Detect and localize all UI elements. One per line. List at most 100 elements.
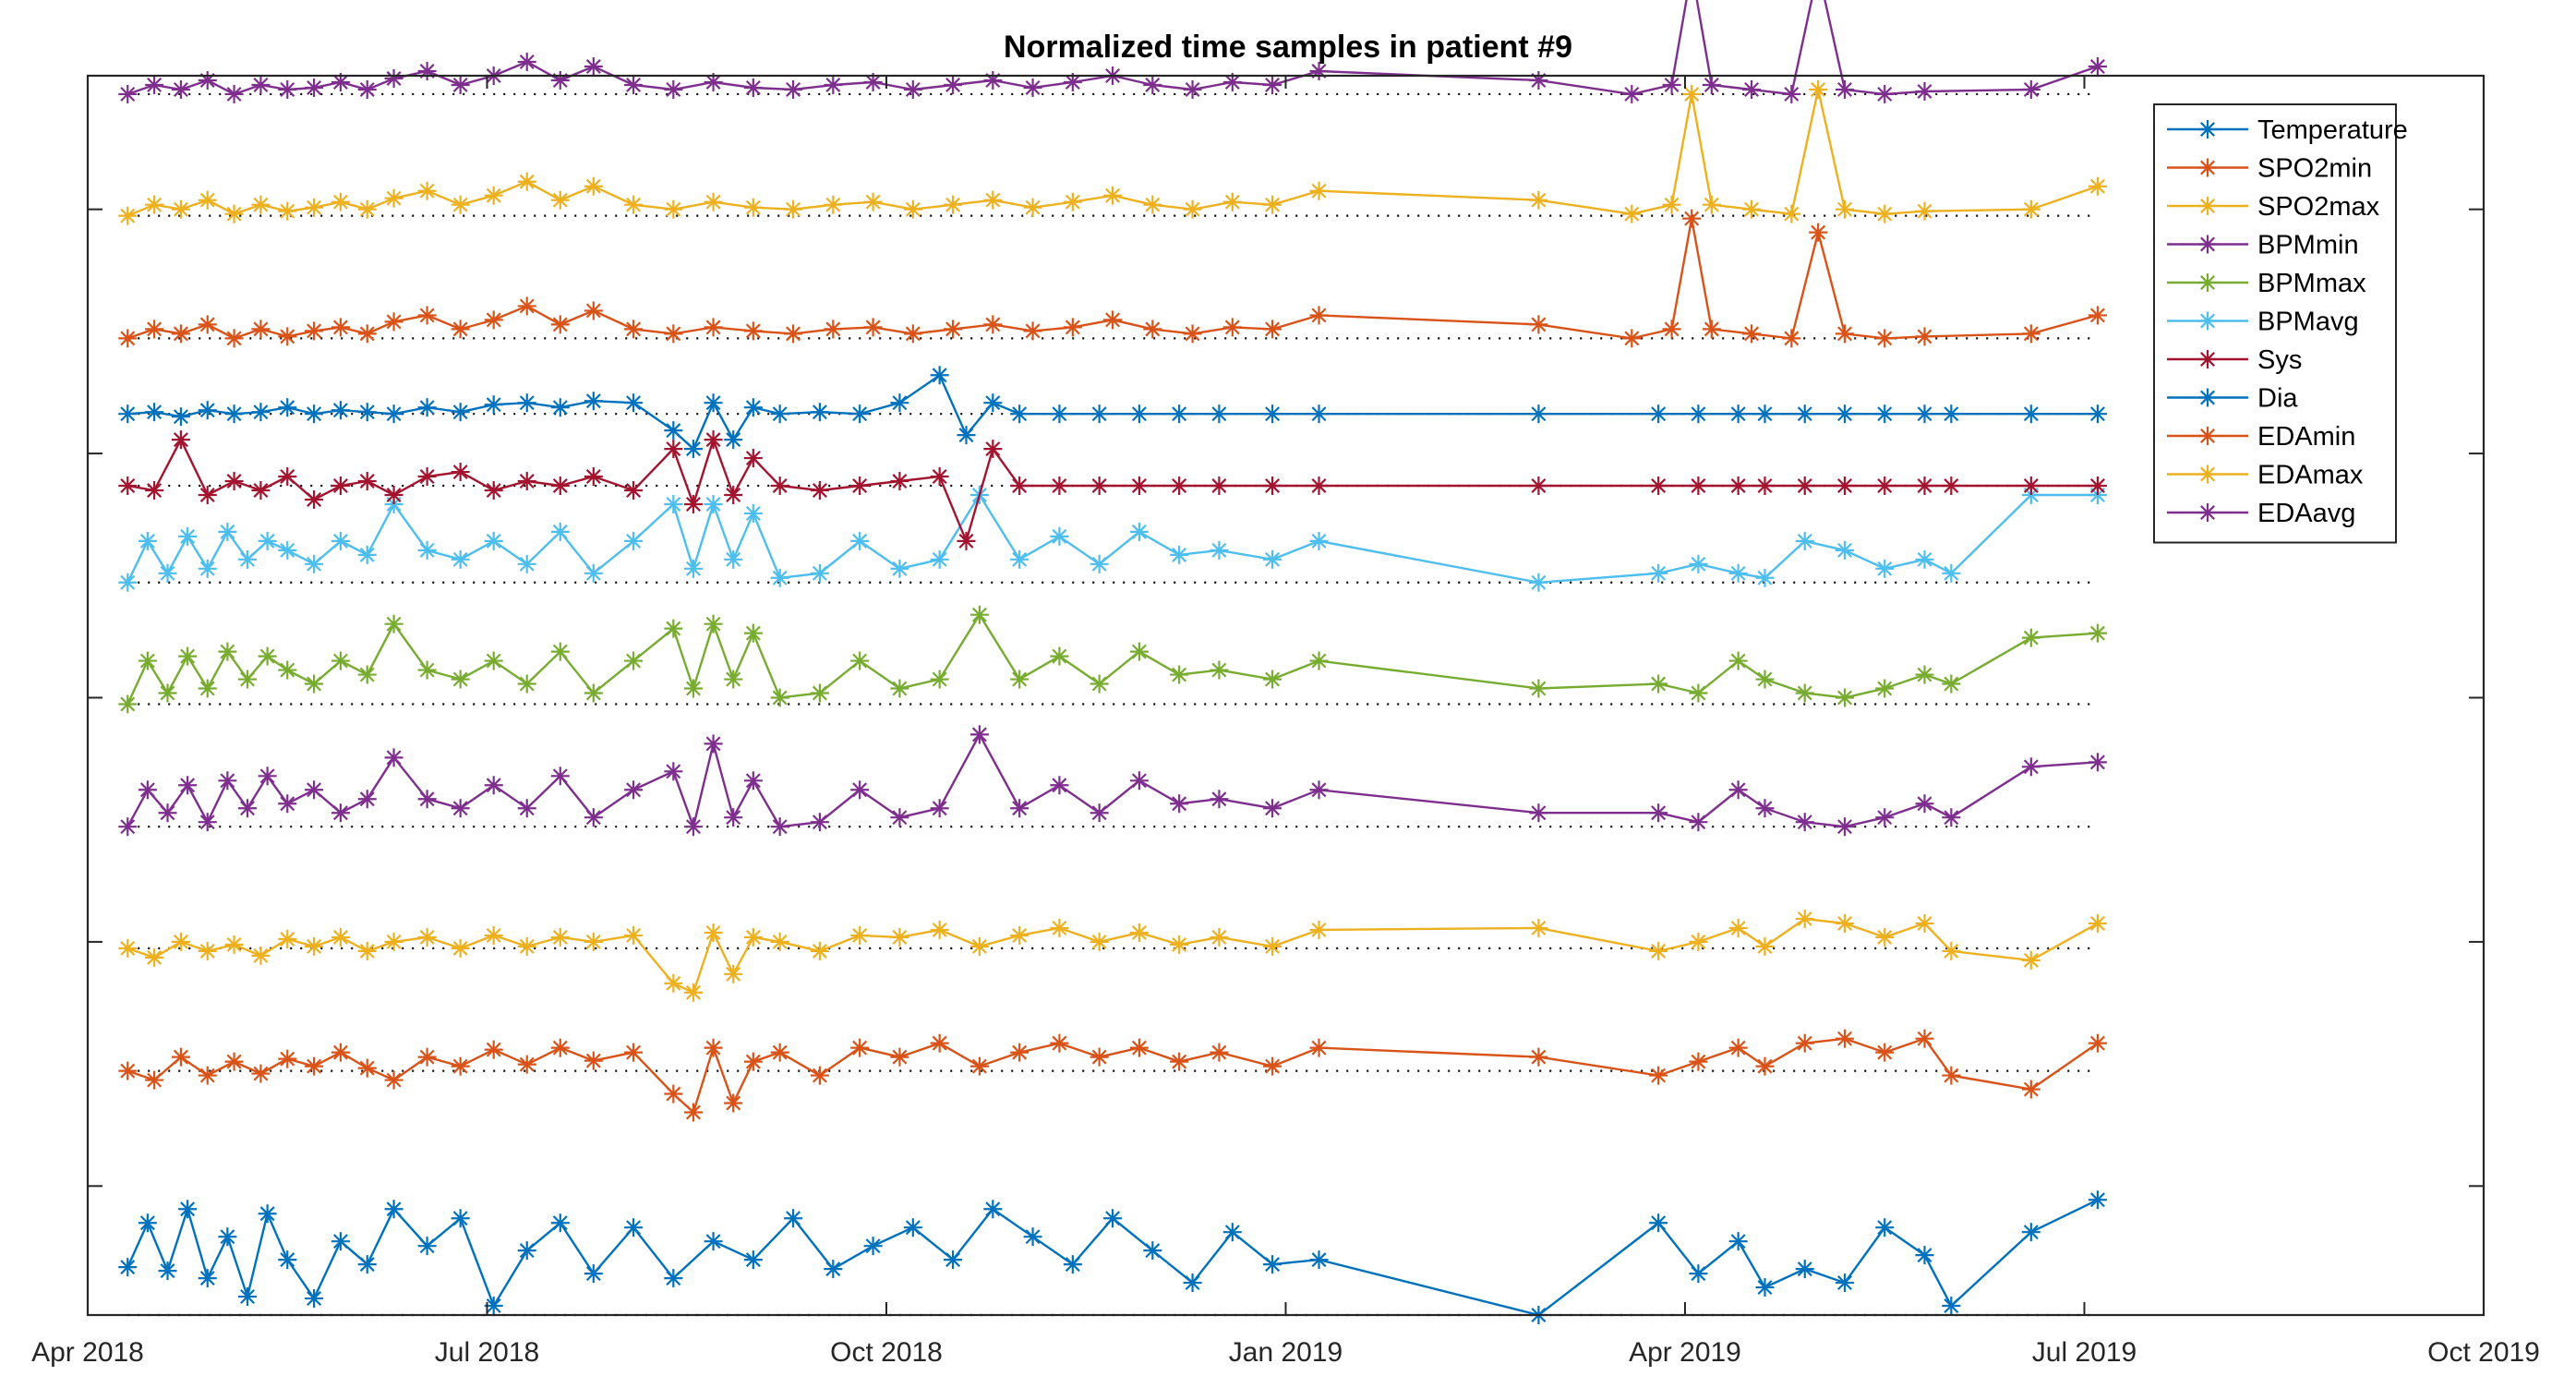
point-bpmavg-41 bbox=[1689, 554, 1708, 573]
point-edaavg-14 bbox=[517, 53, 536, 72]
point-spo2min-42 bbox=[1795, 1033, 1814, 1053]
point-edamin-33 bbox=[1263, 320, 1282, 339]
point-edaavg-44 bbox=[1875, 84, 1895, 103]
point-spo2min-40 bbox=[1728, 1038, 1748, 1057]
point-edaavg-15 bbox=[550, 70, 570, 90]
point-bpmmin-39 bbox=[1529, 803, 1548, 823]
legend-marker-temperature bbox=[2198, 120, 2217, 139]
point-temperature-2 bbox=[158, 1261, 177, 1281]
point-temperature-24 bbox=[824, 1260, 843, 1279]
point-spo2min-7 bbox=[305, 1056, 324, 1076]
point-bpmmax-30 bbox=[969, 605, 989, 624]
point-edaavg-37 bbox=[1662, 75, 1681, 94]
point-bpmmax-44 bbox=[1795, 683, 1814, 703]
point-bpmavg-13 bbox=[417, 540, 437, 560]
point-sys-38 bbox=[1529, 477, 1548, 496]
point-dia-11 bbox=[417, 398, 437, 417]
point-spo2min-31 bbox=[1089, 1047, 1109, 1067]
point-bpmmin-32 bbox=[1050, 776, 1069, 795]
series-sys bbox=[118, 430, 2107, 550]
point-spo2max-3 bbox=[198, 941, 217, 960]
point-edamax-27 bbox=[1023, 198, 1042, 217]
point-dia-1 bbox=[145, 403, 164, 422]
point-edamax-16 bbox=[584, 176, 603, 196]
point-temperature-8 bbox=[278, 1250, 297, 1270]
point-temperature-32 bbox=[1143, 1241, 1162, 1261]
point-temperature-27 bbox=[944, 1250, 963, 1270]
point-bpmmin-0 bbox=[118, 817, 138, 837]
point-edamin-12 bbox=[451, 320, 470, 339]
point-spo2max-13 bbox=[484, 925, 503, 945]
point-edaavg-21 bbox=[784, 79, 803, 99]
point-bpmavg-18 bbox=[584, 563, 603, 583]
point-spo2min-20 bbox=[704, 1038, 723, 1057]
legend-marker-spo2min bbox=[2198, 158, 2217, 177]
legend-marker-edamin bbox=[2198, 427, 2217, 445]
legend-entry-edamax: EDAmax bbox=[2167, 461, 2364, 490]
point-edaavg-24 bbox=[903, 79, 922, 99]
point-spo2min-6 bbox=[278, 1049, 297, 1068]
point-edamin-43 bbox=[1836, 324, 1854, 344]
point-spo2max-28 bbox=[969, 936, 989, 956]
point-spo2min-23 bbox=[770, 1043, 789, 1062]
point-sys-15 bbox=[550, 477, 570, 496]
point-spo2min-35 bbox=[1263, 1056, 1282, 1076]
point-spo2min-12 bbox=[451, 1056, 470, 1076]
point-spo2max-9 bbox=[357, 941, 377, 960]
point-dia-35 bbox=[1210, 404, 1229, 424]
point-bpmmin-47 bbox=[1915, 794, 1934, 814]
point-edamin-7 bbox=[305, 321, 324, 341]
point-edaavg-41 bbox=[1782, 84, 1801, 103]
point-sys-31 bbox=[1050, 477, 1069, 496]
point-edamin-44 bbox=[1875, 329, 1895, 348]
point-dia-0 bbox=[118, 404, 138, 424]
point-edaavg-9 bbox=[357, 79, 377, 99]
point-bpmavg-33 bbox=[1089, 554, 1109, 573]
point-sys-47 bbox=[1942, 477, 1961, 496]
point-bpmmax-42 bbox=[1728, 651, 1748, 670]
point-bpmmax-29 bbox=[930, 670, 949, 689]
point-edamin-10 bbox=[384, 312, 403, 332]
point-spo2max-20 bbox=[704, 923, 723, 942]
series-spo2min bbox=[118, 1029, 2107, 1122]
point-edamax-1 bbox=[145, 195, 164, 214]
point-temperature-10 bbox=[331, 1232, 350, 1251]
legend-entry-edaavg: EDAavg bbox=[2167, 499, 2355, 528]
point-bpmmax-12 bbox=[384, 614, 403, 634]
point-temperature-21 bbox=[704, 1232, 723, 1251]
point-edaavg-35 bbox=[1529, 70, 1548, 90]
point-temperature-47 bbox=[2021, 1223, 2040, 1242]
point-dia-15 bbox=[550, 398, 570, 417]
point-sys-22 bbox=[743, 449, 763, 468]
point-bpmavg-1 bbox=[138, 531, 157, 550]
point-sys-41 bbox=[1728, 477, 1748, 496]
point-sys-35 bbox=[1210, 477, 1229, 496]
point-edamin-26 bbox=[983, 315, 1003, 334]
point-spo2max-8 bbox=[331, 927, 350, 947]
point-temperature-1 bbox=[138, 1213, 157, 1233]
point-bpmmin-1 bbox=[138, 780, 157, 800]
legend-label-temperature: Temperature bbox=[2257, 115, 2408, 145]
point-bpmmax-38 bbox=[1309, 651, 1329, 670]
point-edaavg-40 bbox=[1742, 79, 1762, 99]
point-edamax-3 bbox=[198, 190, 217, 210]
point-sys-17 bbox=[624, 480, 644, 500]
point-bpmmin-8 bbox=[278, 794, 297, 814]
point-sys-30 bbox=[1010, 477, 1029, 496]
point-dia-3 bbox=[198, 401, 217, 420]
point-edaavg-0 bbox=[118, 84, 138, 103]
point-bpmmax-5 bbox=[218, 642, 237, 661]
point-bpmmax-23 bbox=[724, 670, 743, 689]
point-dia-27 bbox=[930, 366, 949, 385]
point-spo2min-18 bbox=[664, 1084, 683, 1104]
point-temperature-23 bbox=[784, 1209, 803, 1228]
point-temperature-12 bbox=[384, 1200, 403, 1219]
point-sys-10 bbox=[384, 485, 403, 504]
point-temperature-13 bbox=[417, 1237, 437, 1256]
point-edamin-6 bbox=[278, 327, 297, 346]
legend-marker-dia bbox=[2198, 388, 2217, 407]
point-bpmmax-8 bbox=[278, 660, 297, 680]
point-edaavg-6 bbox=[278, 79, 297, 99]
legend-label-edamax: EDAmax bbox=[2257, 461, 2364, 490]
point-sys-13 bbox=[484, 480, 503, 500]
